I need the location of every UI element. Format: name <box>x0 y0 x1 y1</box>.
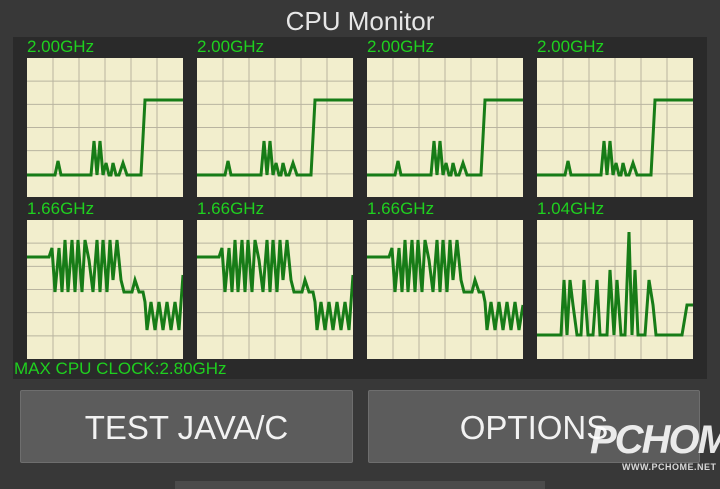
app-title: CPU Monitor <box>285 6 435 36</box>
core-usage-graph <box>197 220 353 359</box>
core-usage-graph <box>27 220 183 359</box>
cpu-usage-line <box>537 231 693 337</box>
options-button[interactable]: OPTIONS <box>368 390 700 463</box>
core-usage-graph <box>367 220 523 359</box>
cpu-usage-line <box>27 239 183 331</box>
core-cell: 2.00GHz <box>13 37 183 207</box>
core-frequency-label: 1.66GHz <box>367 199 435 218</box>
core-frequency-label: 1.04GHz <box>537 199 605 218</box>
core-frequency-label: 2.00GHz <box>27 37 95 56</box>
core-frequency-label: 1.66GHz <box>197 199 265 218</box>
core-usage-graph <box>197 58 353 197</box>
cpu-usage-line <box>27 98 183 177</box>
core-cell: 2.00GHz <box>183 37 353 207</box>
cpu-usage-line <box>537 98 693 177</box>
max-cpu-clock-label: MAX CPU CLOCK:2.80GHz <box>14 359 227 378</box>
core-usage-graph <box>367 58 523 197</box>
cpu-usage-line <box>367 239 523 331</box>
test-java-c-button[interactable]: TEST JAVA/C <box>20 390 353 463</box>
core-frequency-label: 2.00GHz <box>367 37 435 56</box>
core-cell: 1.66GHz <box>13 199 183 369</box>
core-frequency-label: 2.00GHz <box>537 37 605 56</box>
bottom-edge-bar <box>175 481 545 489</box>
core-usage-graph <box>537 58 693 197</box>
core-frequency-label: 1.66GHz <box>27 199 95 218</box>
core-usage-graph <box>537 220 693 359</box>
watermark-logo-text: PCHOME <box>590 418 720 462</box>
core-frequency-label: 2.00GHz <box>197 37 265 56</box>
core-cell: 1.66GHz <box>183 199 353 369</box>
cpu-usage-line <box>197 239 353 331</box>
core-cell: 2.00GHz <box>523 37 693 207</box>
core-cell: 2.00GHz <box>353 37 523 207</box>
core-usage-graph <box>27 58 183 197</box>
cpu-usage-line <box>197 98 353 177</box>
core-cell: 1.66GHz <box>353 199 523 369</box>
watermark-url-text: WWW.PCHOME.NET <box>622 462 717 472</box>
core-cell: 1.04GHz <box>523 199 693 369</box>
pchome-watermark: PCHOME WWW.PCHOME.NET <box>586 418 720 480</box>
cpu-graph-panel: 2.00GHz 2.00GHz 2.00GHz 2.00GHz 1.66GHz … <box>13 37 707 379</box>
cpu-usage-line <box>367 98 523 177</box>
